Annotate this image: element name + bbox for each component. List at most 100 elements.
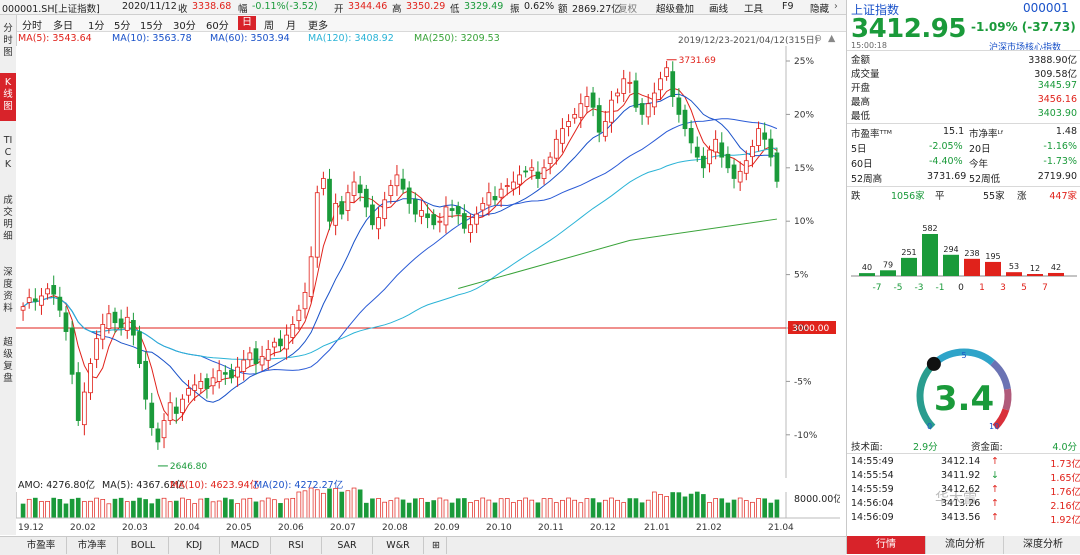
tab-5min[interactable]: 5分 — [114, 21, 131, 32]
candle-body — [658, 78, 663, 91]
candle-body — [517, 174, 522, 185]
x-tick-label: 21.04 — [768, 523, 794, 533]
menu-fuquan[interactable]: 复权 — [618, 4, 638, 15]
chevron-up-icon[interactable]: ▲ — [828, 33, 836, 44]
ma-lines — [22, 87, 778, 422]
tab-1min[interactable]: 1分 — [88, 21, 105, 32]
tab-60min[interactable]: 60分 — [206, 21, 229, 32]
menu-draw[interactable]: 画线 — [709, 4, 729, 15]
tab-flow[interactable]: 流向分析 — [925, 536, 1004, 554]
y-tick-label: -10% — [794, 431, 818, 441]
menu-overlay[interactable]: 超级叠加 — [656, 4, 695, 15]
volume-bar — [694, 491, 700, 519]
tab-week[interactable]: 周 — [264, 21, 274, 32]
tab-quote[interactable]: 行情 — [847, 536, 925, 554]
candle-body — [468, 224, 473, 233]
candle-body — [100, 324, 106, 340]
settings-icon[interactable]: ⊖ — [814, 33, 822, 44]
advance-decline-distribution: 40 79 251 582 294 238 195 53 12 42 -7 -5 -3 -1 0 1 3 5 7 — [851, 224, 1077, 293]
volume-bar — [425, 501, 430, 519]
candle-body — [192, 384, 198, 391]
candle-body — [535, 171, 541, 179]
panel-tabs: 行情 流向分析 深度分析 — [847, 536, 1080, 554]
volume-bar — [609, 497, 614, 519]
y-tick-label: 5% — [794, 271, 809, 281]
volume-bar — [88, 500, 93, 519]
vtab-replay[interactable]: 超级复盘 — [3, 337, 13, 384]
candle-body — [419, 210, 424, 217]
candle-body — [131, 320, 136, 336]
tab-pb[interactable]: 市净率 — [67, 537, 118, 554]
ma5-line — [22, 87, 778, 422]
reference-label: 3000.00 — [792, 324, 829, 334]
tab-day[interactable]: 日 — [238, 16, 256, 30]
tab-fenshi[interactable]: 分时 — [22, 21, 42, 32]
vtab-depth[interactable]: 深度资料 — [3, 267, 13, 314]
x-tick-label: 20.05 — [226, 523, 252, 533]
high-value: 3350.29 — [406, 1, 446, 12]
candle-body — [278, 338, 283, 347]
candle-body — [308, 256, 314, 297]
tab-multiday[interactable]: 多日 — [53, 21, 73, 32]
volume-bar — [743, 500, 749, 519]
vtab-kline[interactable]: K线图 — [0, 73, 16, 121]
vtab-fenshi[interactable]: 分时图 — [3, 23, 13, 58]
tab-wr[interactable]: W&R — [373, 537, 424, 554]
tab-15min[interactable]: 15分 — [140, 21, 163, 32]
volume-bar — [615, 499, 620, 519]
volume-bar — [272, 499, 277, 519]
menu-tools[interactable]: 工具 — [744, 4, 764, 15]
tab-sar[interactable]: SAR — [322, 537, 373, 554]
volume-bar — [633, 498, 639, 519]
vtab-trades[interactable]: 成交明细 — [3, 195, 13, 242]
volume-bar — [400, 499, 406, 519]
ma10-label: MA(10): 3563.78 — [112, 33, 192, 44]
candle-body — [180, 398, 185, 413]
tab-macd[interactable]: MACD — [220, 537, 271, 554]
tab-depth-analysis[interactable]: 深度分析 — [1003, 536, 1080, 554]
tab-month[interactable]: 月 — [286, 21, 296, 32]
volume-bar — [39, 501, 44, 519]
dist-bar-value: 251 — [901, 248, 916, 257]
volume-bar — [69, 498, 75, 519]
tick-row: 14:56:04 3413.26 ↑ 2.16亿 — [851, 498, 1080, 512]
market-link[interactable]: 沪深市场核心指数 — [989, 43, 1062, 53]
gauge-arc-segment — [992, 408, 1010, 430]
menu-hide[interactable]: 隐藏 — [810, 4, 830, 15]
volume-bar — [376, 498, 381, 519]
menu-f9[interactable]: F9 — [782, 1, 794, 12]
score-row: 技术面: 2.9分 资金面: 4.0分 — [851, 442, 1077, 453]
volume-chart[interactable]: AMO: 4276.80亿 MA(5): 4367.62亿 MA(10): 46… — [16, 478, 840, 536]
candle-body — [529, 167, 535, 171]
volume-bar — [627, 498, 633, 519]
volume-bar — [431, 500, 437, 519]
tab-more[interactable]: 更多 — [308, 21, 328, 32]
add-indicator-icon[interactable]: ⊞ — [426, 537, 447, 554]
dist-x-label: -3 — [915, 283, 924, 293]
tab-boll[interactable]: BOLL — [118, 537, 169, 554]
candle-body — [351, 181, 357, 196]
candle-body — [253, 348, 259, 365]
tab-rsi[interactable]: RSI — [271, 537, 322, 554]
stat-row: 成交量 309.58亿 — [851, 69, 1077, 80]
candle-body — [670, 71, 676, 98]
vtab-tick[interactable]: TICK — [3, 135, 13, 170]
gauge-mid-label: 5 — [961, 351, 966, 360]
candle-body — [198, 380, 204, 389]
candle-body — [81, 391, 87, 426]
candle-body — [106, 313, 112, 329]
score-gauge: 3.4 5 0 10 — [916, 348, 1012, 431]
candle-body — [590, 92, 596, 108]
kline-chart[interactable]: 25% 20% 15% 10% 5% 0% -5% -10% 3000.00 3731.69 26… — [16, 46, 840, 478]
chevron-right-icon[interactable]: › — [834, 1, 838, 12]
tab-kdj[interactable]: KDJ — [169, 537, 220, 554]
x-tick-label: 19.12 — [18, 523, 44, 533]
candle-body — [547, 156, 553, 164]
breadth-row: 跌 1056家 平 55家 涨 447家 — [851, 191, 1077, 202]
volume-bar — [566, 497, 571, 519]
high-marker-label: 3731.69 — [679, 56, 716, 66]
tab-pe[interactable]: 市盈率 — [16, 537, 67, 554]
candle-body — [443, 206, 449, 226]
volume-bar — [419, 498, 424, 519]
tab-30min[interactable]: 30分 — [173, 21, 196, 32]
